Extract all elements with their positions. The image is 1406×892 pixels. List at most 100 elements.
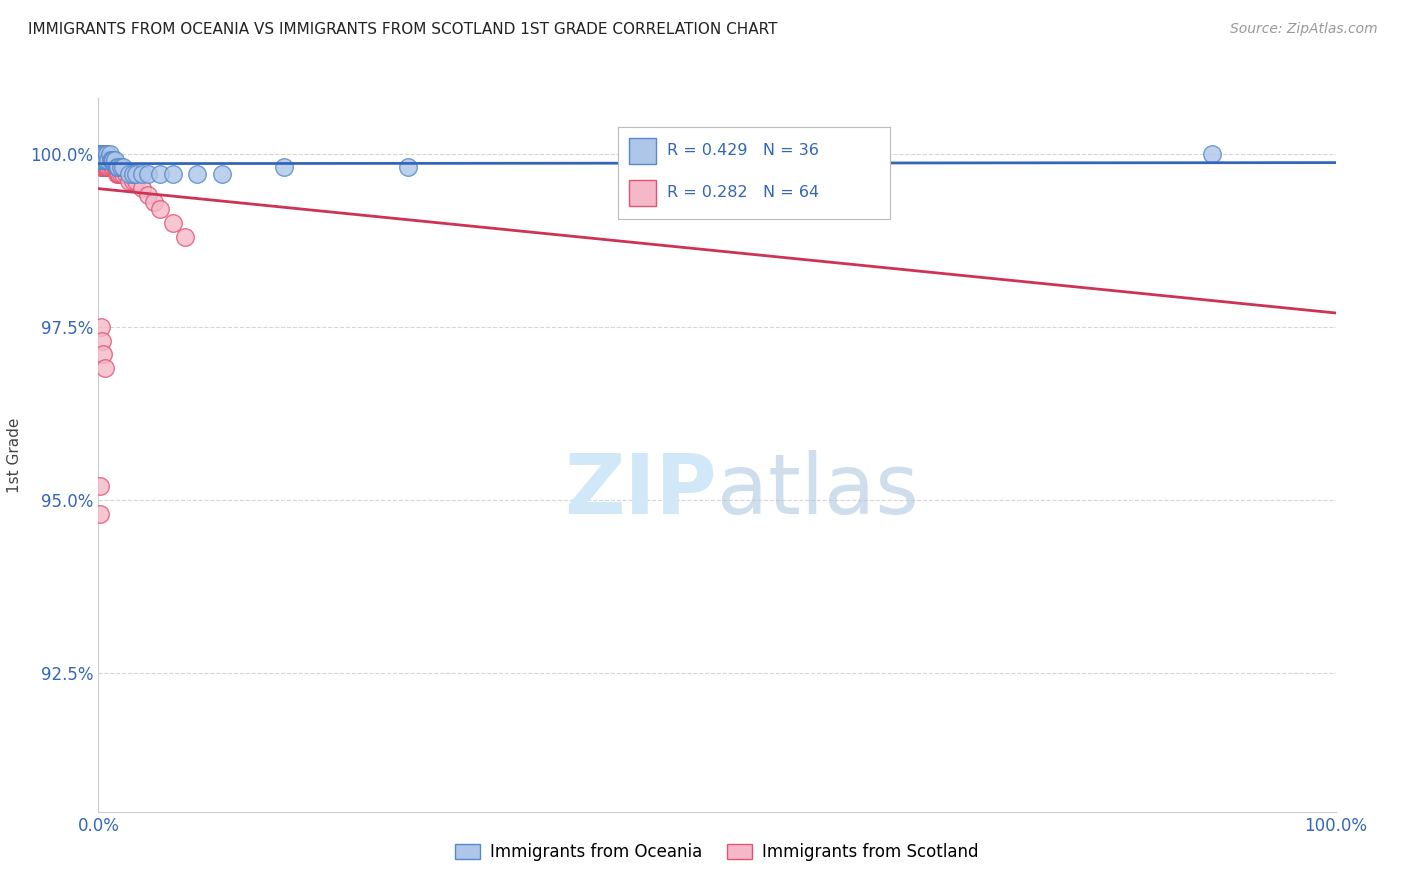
Point [90,146,112,161]
Point [114,167,136,181]
Point [94,153,117,168]
Point [90,161,112,175]
Point [90,146,112,161]
Point [108,167,131,181]
Point [1201,146,1223,161]
Point [101,153,124,168]
Point [93,153,115,168]
Bar [628,137,657,164]
Point [162,216,184,230]
Point [97,153,120,168]
Point [94,161,117,175]
Point [96,146,118,161]
Point [186,167,208,181]
Point [89,146,111,161]
Point [100,153,122,168]
Point [103,161,125,175]
Point [89,153,111,168]
Point [112,167,135,181]
Point [89,153,111,168]
Point [91,334,114,348]
Bar [628,179,657,205]
Point [91,161,114,175]
Point [93,361,115,376]
Point [110,167,132,181]
Point [89,507,111,521]
Point [103,161,125,175]
Point [118,167,141,181]
Point [136,188,159,202]
Point [93,146,115,161]
Point [89,479,111,493]
Text: ZIP: ZIP [565,450,717,531]
Point [94,153,117,168]
Point [93,161,115,175]
Point [93,153,115,168]
Point [149,202,172,216]
Point [103,153,125,168]
Point [93,161,115,175]
Point [91,153,114,168]
Point [91,146,114,161]
Point [94,153,117,168]
Point [211,167,233,181]
Point [90,153,112,168]
Point [91,153,114,168]
Point [89,146,111,161]
Point [90,153,112,168]
Point [97,153,120,168]
Point [122,167,145,181]
Point [93,153,115,168]
Point [89,146,111,161]
Point [98,161,121,175]
Point [90,319,112,334]
Text: R = 0.282   N = 64: R = 0.282 N = 64 [666,185,820,200]
Point [93,153,115,168]
Point [124,167,146,181]
Point [174,229,197,244]
Point [118,174,141,188]
Point [107,161,129,175]
Point [98,146,121,161]
Point [131,181,153,195]
Point [90,153,112,168]
Point [91,146,114,161]
Point [91,153,114,168]
Point [101,161,124,175]
Point [706,161,728,175]
Point [149,167,172,181]
Point [97,161,120,175]
Point [110,161,132,175]
Point [96,153,118,168]
Point [273,161,295,175]
Point [93,347,115,361]
Point [105,161,128,175]
Point [93,146,115,161]
Point [396,161,419,175]
Text: R = 0.429   N = 36: R = 0.429 N = 36 [666,144,818,158]
Point [143,195,166,210]
Point [91,153,114,168]
Point [93,153,115,168]
Point [131,167,153,181]
Point [93,153,115,168]
Point [162,167,184,181]
Point [91,153,114,168]
Point [98,153,121,168]
Text: IMMIGRANTS FROM OCEANIA VS IMMIGRANTS FROM SCOTLAND 1ST GRADE CORRELATION CHART: IMMIGRANTS FROM OCEANIA VS IMMIGRANTS FR… [28,22,778,37]
Point [90,146,112,161]
Point [90,153,112,168]
Text: Source: ZipAtlas.com: Source: ZipAtlas.com [1230,22,1378,37]
Point [91,146,114,161]
Point [105,167,128,181]
Point [100,153,122,168]
Point [89,146,111,161]
Text: atlas: atlas [717,450,918,531]
Point [104,161,127,175]
Point [89,153,111,168]
Point [91,153,114,168]
Y-axis label: 1st Grade: 1st Grade [7,417,22,492]
Point [112,161,135,175]
Point [124,174,146,188]
Point [90,153,112,168]
